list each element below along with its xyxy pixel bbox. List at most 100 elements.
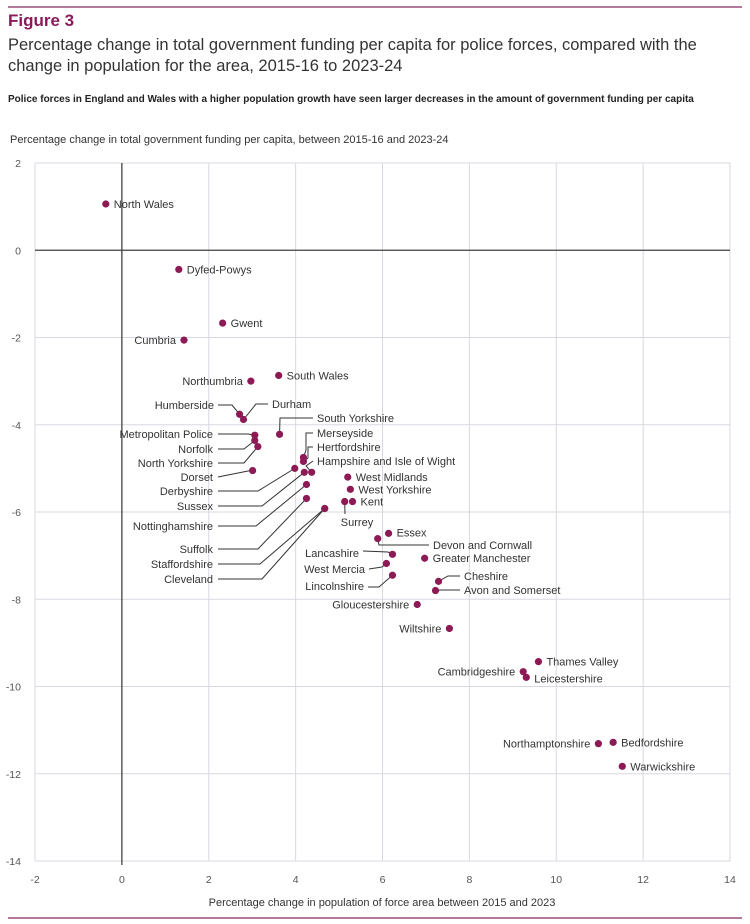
point-label: Nottinghamshire (133, 521, 213, 533)
point-label: Metropolitan Police (119, 429, 213, 441)
point-label: Gloucestershire (332, 599, 409, 611)
point-label: Lancashire (305, 548, 359, 560)
point-label: Derbyshire (160, 486, 213, 498)
point-label: Norfolk (178, 444, 213, 456)
data-point (384, 529, 393, 537)
gridlines (34, 162, 731, 862)
data-point (348, 497, 357, 506)
data-point (374, 535, 382, 543)
data-point (321, 504, 329, 513)
leader-line (218, 404, 240, 415)
data-point (102, 200, 110, 208)
data-point (275, 430, 284, 438)
point-label: North Wales (114, 199, 175, 211)
point-label: Northamptonshire (503, 739, 590, 751)
data-point (421, 554, 429, 562)
data-point (219, 319, 227, 327)
leader-line (438, 575, 460, 582)
point-label: Leicestershire (534, 673, 602, 685)
data-point (275, 371, 283, 380)
point-label: Greater Manchester (433, 553, 531, 565)
y-axis-label: Percentage change in total government fu… (10, 134, 449, 146)
y-tick-label: -14 (6, 856, 21, 868)
leader-line (302, 432, 313, 458)
point-label: Durham (272, 399, 311, 411)
point-label: Cheshire (464, 571, 508, 583)
data-point (249, 466, 257, 475)
data-point (180, 336, 188, 344)
x-tick-label: 12 (637, 874, 649, 886)
point-label: West Yorkshire (358, 484, 431, 496)
point-label: Humberside (155, 400, 214, 412)
point-label: Surrey (341, 517, 374, 529)
point-label: Warwickshire (630, 761, 695, 773)
point-label: Wiltshire (399, 623, 441, 635)
leader-line (243, 403, 268, 420)
data-point (445, 624, 453, 633)
data-point (308, 468, 316, 476)
data-point (341, 497, 349, 506)
point-label: Hertfordshire (317, 442, 381, 454)
point-label: Gwent (231, 318, 263, 330)
data-point (239, 415, 248, 424)
data-point (522, 673, 530, 681)
leader-line (218, 508, 326, 580)
point-label: Hampshire and Isle of Wight (317, 456, 455, 468)
x-tick-label: 8 (466, 874, 472, 886)
point-label: Dyfed-Powys (187, 264, 252, 276)
point-label: Dorset (181, 472, 213, 484)
data-point (434, 577, 443, 585)
leader-line (218, 433, 255, 436)
data-point (346, 485, 354, 493)
leader-line (218, 467, 296, 492)
figure-subtitle: Police forces in England and Wales with … (8, 94, 694, 105)
x-tick-label: 4 (293, 874, 299, 886)
leader-line (435, 589, 460, 592)
x-tick-label: 10 (550, 874, 562, 886)
point-label: Devon and Cornwall (433, 540, 532, 552)
data-point (251, 431, 259, 439)
figure-label: Figure 3 (8, 11, 75, 30)
data-points (102, 200, 626, 770)
data-point (299, 457, 308, 465)
leader-line (218, 471, 305, 507)
point-label: Bedfordshire (621, 737, 683, 749)
leader-line (217, 470, 253, 478)
y-tick-label: 0 (15, 245, 21, 257)
data-point (594, 740, 602, 748)
data-point (302, 494, 311, 503)
point-label: Northumbria (182, 376, 243, 388)
x-tick-label: 0 (119, 874, 125, 886)
x-tick-label: 2 (206, 874, 212, 886)
data-point (344, 473, 352, 481)
data-point (519, 668, 527, 676)
point-label: Kent (361, 497, 384, 509)
point-label: Cambridgeshire (438, 667, 516, 679)
leader-line (218, 508, 326, 565)
y-tick-label: -12 (6, 769, 21, 781)
point-label: South Yorkshire (317, 413, 394, 425)
data-point (413, 600, 421, 609)
data-point (291, 464, 299, 472)
point-label: Lincolnshire (305, 581, 364, 593)
leader-line (362, 550, 393, 555)
leader-line (218, 498, 307, 550)
point-label: West Mercia (304, 564, 366, 576)
point-label: Merseyside (317, 428, 373, 440)
y-tick-label: -4 (12, 420, 21, 432)
bottom-rule (8, 917, 742, 919)
data-point (618, 762, 626, 770)
y-tick-label: -6 (12, 507, 21, 519)
leader-line (218, 440, 256, 450)
data-point (235, 410, 244, 418)
leader-line (218, 484, 307, 527)
y-tick-label: -8 (12, 594, 21, 606)
data-point (609, 738, 617, 746)
data-point (431, 586, 440, 595)
point-label: North Yorkshire (138, 458, 213, 470)
y-tick-label: -2 (12, 333, 21, 345)
point-labels: North Wales Dyfed-Powys Gwent Cumbria Northu… (114, 199, 695, 773)
point-label: Staffordshire (151, 559, 213, 571)
point-label: Essex (397, 527, 427, 539)
data-point (175, 265, 183, 274)
